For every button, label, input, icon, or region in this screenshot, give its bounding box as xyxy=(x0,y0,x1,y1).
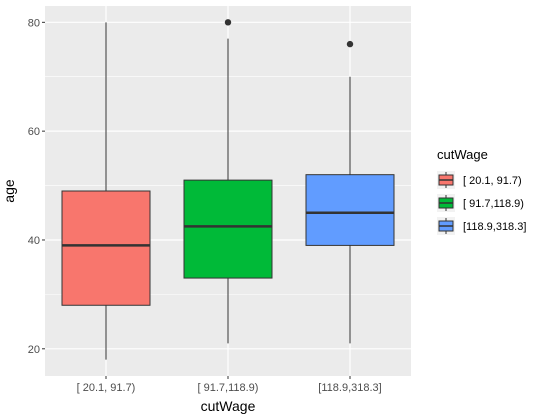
x-tick-label: [ 20.1, 91.7) xyxy=(77,382,136,394)
y-tick-label: 20 xyxy=(28,344,40,356)
legend-title: cutWage xyxy=(437,147,488,162)
y-tick-label: 80 xyxy=(28,17,40,29)
x-tick-label: [118.9,318.3] xyxy=(318,382,381,394)
y-axis: 20 40 60 80 xyxy=(28,17,45,355)
legend-label: [ 20.1, 91.7) xyxy=(463,175,522,187)
y-axis-title: age xyxy=(1,179,17,203)
x-tick-label: [ 91.7,118.9) xyxy=(198,382,259,394)
box-iqr xyxy=(184,180,272,278)
legend-item: [118.9,318.3] xyxy=(437,217,526,235)
legend-item: [ 91.7,118.9) xyxy=(437,194,524,212)
y-tick-label: 40 xyxy=(28,235,40,247)
x-axis-title: cutWage xyxy=(201,398,256,414)
legend-label: [118.9,318.3] xyxy=(463,221,526,233)
outlier-point xyxy=(347,41,353,47)
y-tick-label: 60 xyxy=(28,126,40,138)
box-iqr xyxy=(62,191,150,305)
outlier-point xyxy=(225,19,231,25)
plot-panel xyxy=(45,6,411,376)
legend-label: [ 91.7,118.9) xyxy=(463,198,524,210)
legend: cutWage [ 20.1, 91.7) [ 91.7,118.9) [118.9… xyxy=(437,147,526,235)
box-iqr xyxy=(306,175,394,246)
legend-item: [ 20.1, 91.7) xyxy=(437,171,522,189)
x-axis: [ 20.1, 91.7) [ 91.7,118.9) [118.9,318.3] xyxy=(77,376,382,394)
